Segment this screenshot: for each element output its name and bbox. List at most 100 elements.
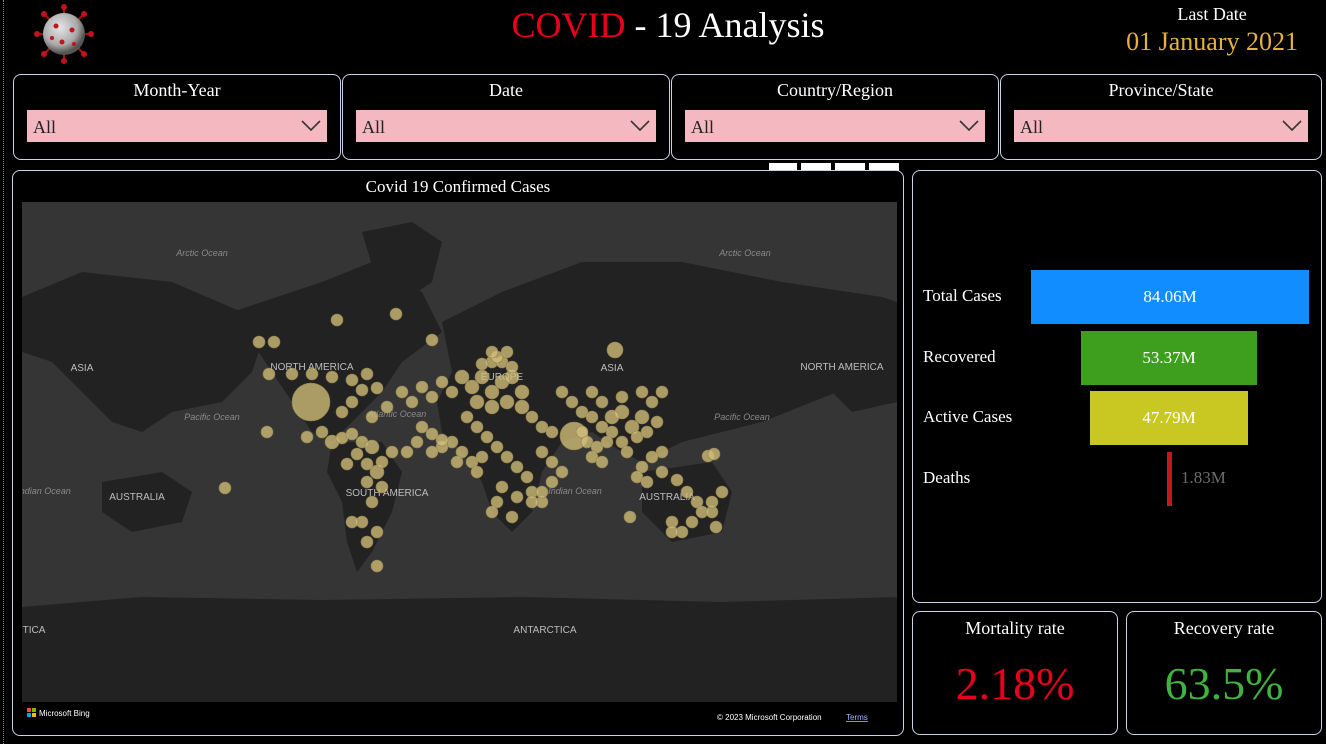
case-bubble[interactable] xyxy=(330,313,344,327)
case-bubble[interactable] xyxy=(715,485,729,499)
case-bubble[interactable] xyxy=(535,485,549,499)
case-bubble[interactable] xyxy=(375,480,389,494)
case-bubble[interactable] xyxy=(285,367,299,381)
funnel-bar-deaths[interactable] xyxy=(1167,452,1172,506)
case-bubble[interactable] xyxy=(350,447,364,461)
case-bubble[interactable] xyxy=(474,369,490,385)
focus-mode-button[interactable] xyxy=(835,163,865,173)
case-bubble[interactable] xyxy=(535,420,549,434)
case-bubble[interactable] xyxy=(260,425,274,439)
case-bubble[interactable] xyxy=(345,373,359,387)
case-bubble[interactable] xyxy=(595,455,609,469)
case-bubble[interactable] xyxy=(425,427,439,441)
case-bubble[interactable] xyxy=(365,410,379,424)
funnel-bar-active[interactable]: 47.79M xyxy=(1090,391,1248,445)
case-bubble[interactable] xyxy=(340,457,354,471)
case-bubble[interactable] xyxy=(375,455,389,469)
case-bubble[interactable] xyxy=(635,460,649,474)
case-bubble[interactable] xyxy=(510,490,524,504)
case-bubble[interactable] xyxy=(514,384,530,400)
case-bubble[interactable] xyxy=(525,410,539,424)
case-bubble[interactable] xyxy=(315,425,329,439)
case-bubble[interactable] xyxy=(400,445,414,459)
case-bubble[interactable] xyxy=(395,385,409,399)
case-bubble[interactable] xyxy=(500,345,514,359)
case-bubble[interactable] xyxy=(380,400,394,414)
case-bubble[interactable] xyxy=(355,383,369,397)
funnel-bar-total[interactable]: 84.06M xyxy=(1031,270,1309,324)
case-bubble[interactable] xyxy=(505,360,519,374)
case-bubble[interactable] xyxy=(345,515,359,529)
case-bubble[interactable] xyxy=(305,367,319,381)
case-bubble[interactable] xyxy=(364,439,380,455)
more-options-button[interactable] xyxy=(869,163,899,173)
case-bubble[interactable] xyxy=(545,475,559,489)
case-bubble[interactable] xyxy=(685,515,699,529)
case-bubble[interactable] xyxy=(415,380,429,394)
case-bubble[interactable] xyxy=(634,409,650,425)
case-bubble[interactable] xyxy=(490,440,504,454)
case-bubble[interactable] xyxy=(410,435,424,449)
case-bubble[interactable] xyxy=(606,341,624,359)
case-bubble[interactable] xyxy=(640,425,654,439)
world-map[interactable]: Arctic Ocean Arctic Ocean Pacific Ocean … xyxy=(17,202,897,732)
case-bubble[interactable] xyxy=(385,445,399,459)
case-bubble[interactable] xyxy=(485,345,499,359)
case-bubble[interactable] xyxy=(615,390,629,404)
case-bubble[interactable] xyxy=(650,415,664,429)
copy-visual-button[interactable] xyxy=(801,163,831,173)
case-bubble[interactable] xyxy=(630,470,644,484)
case-bubble[interactable] xyxy=(645,450,659,464)
case-bubble[interactable] xyxy=(475,450,489,464)
case-bubble[interactable] xyxy=(525,495,539,509)
case-bubble[interactable] xyxy=(291,382,331,422)
case-bubble[interactable] xyxy=(575,405,589,419)
case-bubble[interactable] xyxy=(505,510,519,524)
case-bubble[interactable] xyxy=(495,480,509,494)
case-bubble[interactable] xyxy=(370,525,384,539)
case-bubble[interactable] xyxy=(405,395,419,409)
map-terms-link[interactable]: Terms xyxy=(846,713,868,722)
case-bubble[interactable] xyxy=(464,379,480,395)
case-bubble[interactable] xyxy=(520,470,534,484)
case-bubble[interactable] xyxy=(465,455,479,469)
case-bubble[interactable] xyxy=(365,495,379,509)
case-bubble[interactable] xyxy=(425,390,439,404)
pin-button[interactable] xyxy=(769,163,797,173)
case-bubble[interactable] xyxy=(455,445,469,459)
case-bubble[interactable] xyxy=(435,433,449,447)
case-bubble[interactable] xyxy=(690,495,704,509)
case-bubble[interactable] xyxy=(435,375,449,389)
case-bubble[interactable] xyxy=(535,445,549,459)
case-bubble[interactable] xyxy=(360,535,374,549)
case-bubble[interactable] xyxy=(425,445,439,459)
case-bubble[interactable] xyxy=(555,465,569,479)
case-bubble[interactable] xyxy=(645,395,659,409)
case-bubble[interactable] xyxy=(345,427,359,441)
case-bubbles[interactable] xyxy=(218,307,729,573)
case-bubble[interactable] xyxy=(300,430,314,444)
case-bubble[interactable] xyxy=(705,495,719,509)
case-bubble[interactable] xyxy=(425,333,439,347)
case-bubble[interactable] xyxy=(615,435,629,449)
case-bubble[interactable] xyxy=(499,394,515,410)
case-bubble[interactable] xyxy=(475,357,489,371)
case-bubble[interactable] xyxy=(490,495,504,509)
case-bubble[interactable] xyxy=(485,505,499,519)
case-bubble[interactable] xyxy=(480,430,494,444)
case-bubble[interactable] xyxy=(605,425,619,439)
case-bubble[interactable] xyxy=(415,420,429,434)
case-bubble[interactable] xyxy=(500,450,514,464)
case-bubble[interactable] xyxy=(514,399,530,415)
country-region-dropdown[interactable]: All xyxy=(685,110,985,142)
case-bubble[interactable] xyxy=(445,385,459,399)
case-bubble[interactable] xyxy=(450,455,464,469)
case-bubble[interactable] xyxy=(655,385,669,399)
case-bubble[interactable] xyxy=(623,510,637,524)
case-bubble[interactable] xyxy=(360,475,374,489)
case-bubble[interactable] xyxy=(600,435,614,449)
case-bubble[interactable] xyxy=(709,520,723,534)
case-bubble[interactable] xyxy=(325,370,339,384)
case-bubble[interactable] xyxy=(665,525,679,539)
case-bubble[interactable] xyxy=(595,395,609,409)
